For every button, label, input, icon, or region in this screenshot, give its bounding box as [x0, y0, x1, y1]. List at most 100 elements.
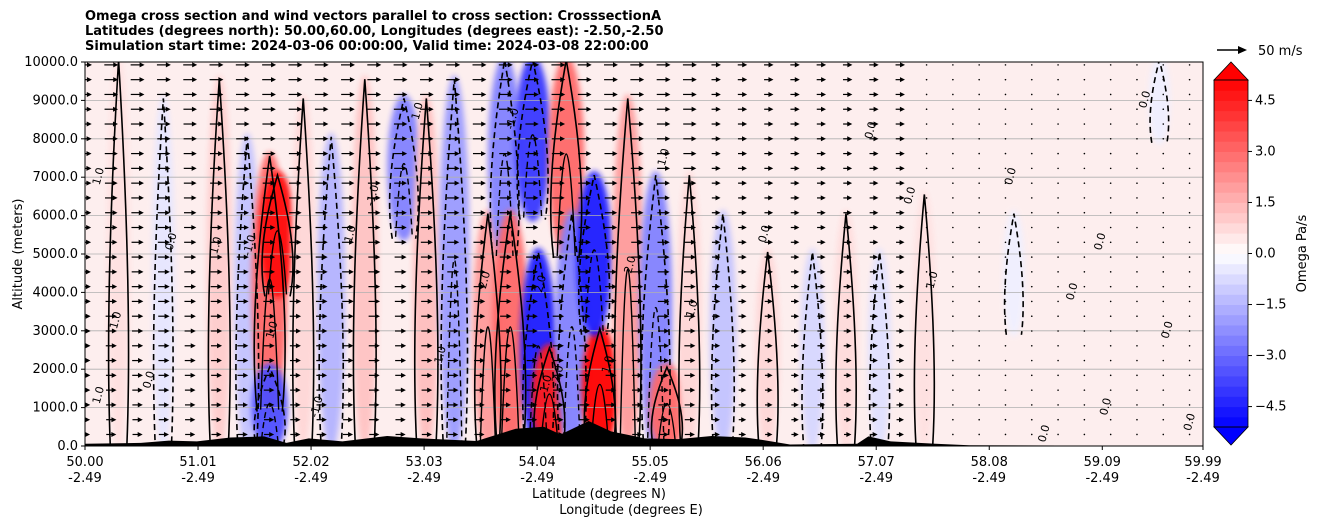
wind-vector-head [349, 62, 355, 68]
wind-vector-head [872, 328, 878, 334]
wind-vector-head [507, 151, 513, 157]
wind-vector [1136, 138, 1138, 140]
wind-vector [1030, 93, 1033, 96]
wind-vector-head [217, 298, 223, 304]
wind-vector-head [348, 372, 354, 378]
wind-vector [1188, 226, 1191, 229]
wind-vector-head [612, 91, 618, 97]
wind-vector-head [164, 298, 170, 304]
wind-vector-head [533, 195, 539, 201]
wind-vector-head [637, 402, 643, 408]
wind-vector-head [454, 136, 460, 142]
wind-vector-head [427, 239, 433, 245]
wind-vector-head [270, 180, 276, 186]
colorbar-segment [1214, 253, 1248, 265]
wind-vector-head [112, 225, 118, 231]
wind-vector-head [454, 180, 460, 186]
wind-vector [1136, 211, 1138, 214]
wind-vector-head [899, 269, 905, 275]
wind-vector-head [586, 151, 592, 157]
contour-line-32 [913, 194, 936, 446]
wind-vector-head [612, 180, 618, 186]
wind-vector-head [243, 328, 249, 334]
wind-vector-head [899, 298, 905, 304]
wind-vector [1057, 389, 1059, 391]
wind-vector-head [873, 77, 879, 83]
wind-vector-head [665, 91, 671, 97]
colorbar-segment [1214, 151, 1248, 163]
wind-vector [1136, 374, 1138, 377]
colorbar-tick-label: −3.0 [1255, 349, 1287, 364]
wind-vector [925, 211, 928, 214]
wind-vector [978, 78, 980, 81]
wind-vector-head [767, 417, 773, 423]
wind-vector-head [691, 136, 697, 142]
wind-vector [925, 359, 928, 362]
wind-vector-head [638, 136, 644, 142]
wind-vector [1004, 418, 1007, 421]
wind-vector-head [479, 387, 485, 393]
wind-vector [1162, 344, 1165, 347]
wind-vector-head [428, 195, 434, 201]
wind-vector-head [322, 269, 328, 275]
wind-vector-head [244, 151, 250, 157]
wind-vector-head [532, 417, 538, 423]
wind-vector-head [376, 62, 382, 68]
wind-vector-head [480, 298, 486, 304]
wind-vector [1030, 167, 1033, 170]
wind-vector-head [428, 151, 434, 157]
wind-vector [952, 108, 954, 111]
wind-vector-head [873, 195, 879, 201]
wind-vector-head [374, 372, 380, 378]
wind-vector-head [86, 106, 92, 112]
wind-vector-head [742, 91, 748, 97]
wind-vector-head [191, 225, 197, 231]
wind-vector-head [270, 225, 276, 231]
wind-vector-head [375, 195, 381, 201]
wind-vector [1004, 433, 1007, 436]
wind-vector [1109, 93, 1112, 96]
wind-vector-head [612, 121, 618, 127]
wind-vector [978, 226, 980, 229]
wind-vector [925, 404, 928, 406]
wind-vector [925, 389, 928, 391]
wind-vector [925, 64, 928, 66]
wind-vector-head [794, 328, 800, 334]
wind-vector-head [741, 372, 747, 378]
wind-vector-head [348, 313, 354, 319]
wind-vector-head [612, 165, 618, 171]
wind-vector-head [899, 284, 905, 290]
wind-vector-head [638, 225, 644, 231]
wind-vector-head [349, 106, 355, 112]
wind-vector [1083, 433, 1086, 436]
contour-line-28 [756, 251, 779, 446]
wind-vector-head [794, 151, 800, 157]
contour-line-1 [152, 98, 174, 446]
wind-vector [1109, 271, 1112, 273]
wind-vector-head [295, 343, 301, 349]
y-tick-label: 2000.0 [33, 362, 79, 377]
wind-vector-head [559, 136, 565, 142]
wind-vector-head [847, 151, 853, 157]
omega-feature-31 [867, 248, 892, 446]
wind-vector [1136, 433, 1138, 436]
wind-vector-head [559, 225, 565, 231]
wind-vector-head [532, 372, 538, 378]
wind-vector [1083, 197, 1086, 199]
wind-vector-head [742, 136, 748, 142]
contour-line-33 [1003, 213, 1024, 335]
wind-vector-head [113, 62, 119, 68]
wind-vector-head [428, 136, 434, 142]
wind-vector-head [138, 210, 144, 216]
wind-vector [1162, 256, 1165, 258]
contour-label: 1.0 [924, 270, 941, 290]
wind-vector-head [349, 195, 355, 201]
wind-vector-head [243, 298, 249, 304]
chart-title-line-3: Simulation start time: 2024-03-06 00:00:… [85, 39, 649, 54]
wind-vector [1057, 256, 1059, 258]
wind-vector [1083, 359, 1086, 362]
contour-line-16 [516, 62, 549, 220]
wind-vector-head [846, 358, 852, 364]
wind-vector-head [558, 328, 564, 334]
wind-vector [1188, 93, 1191, 96]
